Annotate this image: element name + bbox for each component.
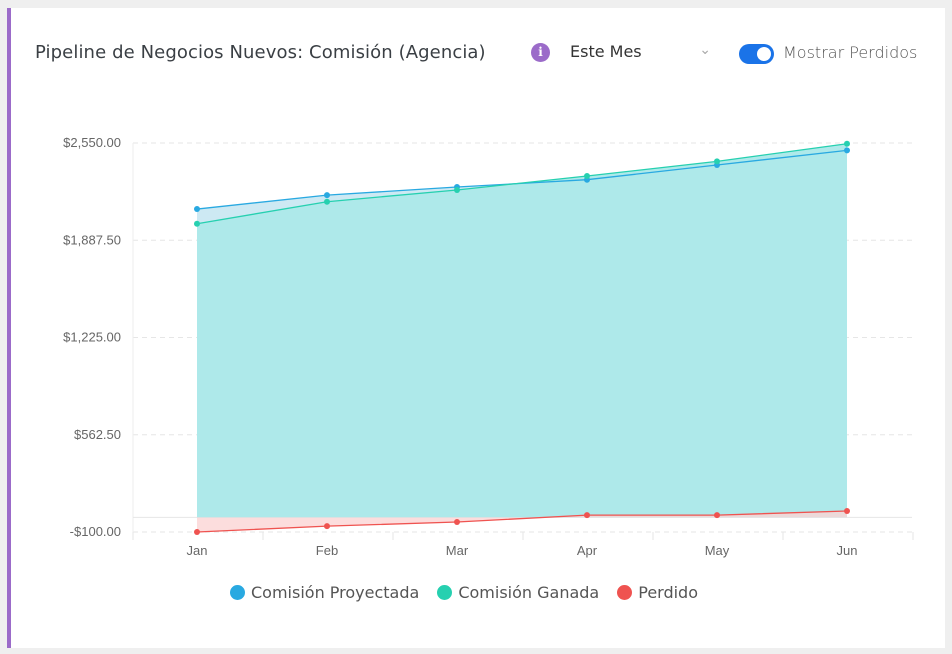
toggle-knob	[757, 47, 771, 61]
y-tick-label: $562.50	[74, 427, 121, 442]
x-tick-label: Feb	[316, 543, 338, 558]
x-tick-label: Jan	[187, 543, 208, 558]
period-select-value: Este Mes	[570, 42, 642, 61]
data-point	[194, 529, 200, 535]
data-point	[194, 220, 200, 227]
chart-title: Pipeline de Negocios Nuevos: Comisión (A…	[35, 42, 486, 63]
data-point	[454, 186, 460, 193]
show-lost-label: Mostrar Perdidos	[783, 43, 918, 62]
data-point	[844, 140, 850, 147]
data-point	[324, 192, 330, 199]
area-2	[197, 511, 847, 532]
area-1	[197, 143, 847, 518]
data-point	[844, 508, 850, 515]
data-point	[714, 158, 720, 165]
legend-label: Perdido	[638, 583, 698, 602]
legend-marker	[230, 585, 245, 600]
period-select[interactable]: Este Mes ⌄	[570, 42, 715, 66]
data-point	[324, 198, 330, 205]
data-point	[844, 147, 850, 154]
series-line-2	[196, 510, 848, 533]
x-tick-label: Jun	[837, 543, 858, 558]
y-tick-label: -$100.00	[70, 524, 121, 539]
data-point	[714, 512, 720, 519]
data-point	[194, 206, 200, 213]
series-line-1	[196, 143, 848, 225]
data-point	[454, 519, 460, 526]
legend-label: Comisión Proyectada	[251, 583, 420, 602]
data-point	[584, 173, 590, 180]
x-tick-label: Apr	[577, 543, 598, 558]
legend-label: Comisión Ganada	[458, 583, 600, 602]
data-point	[584, 512, 590, 519]
chevron-down-icon: ⌄	[699, 42, 711, 58]
legend-marker	[617, 585, 633, 600]
legend-item-ganada[interactable]: Comisión Ganada	[437, 583, 599, 602]
x-tick-label: Mar	[446, 543, 469, 558]
y-tick-label: $1,887.50	[63, 232, 121, 247]
y-tick-label: $1,225.00	[63, 330, 121, 345]
data-point	[324, 523, 330, 530]
info-icon[interactable]: i	[531, 43, 550, 62]
legend-item-perdido[interactable]: Perdido	[617, 583, 698, 602]
legend-item-proyectada[interactable]: Comisión Proyectada	[230, 583, 419, 602]
y-tick-label: $2,550.00	[63, 135, 121, 150]
x-tick-label: May	[705, 543, 730, 558]
show-lost-toggle[interactable]	[739, 44, 774, 64]
legend: Comisión Proyectada Comisión Ganada Perd…	[230, 583, 698, 602]
legend-marker	[437, 585, 453, 600]
